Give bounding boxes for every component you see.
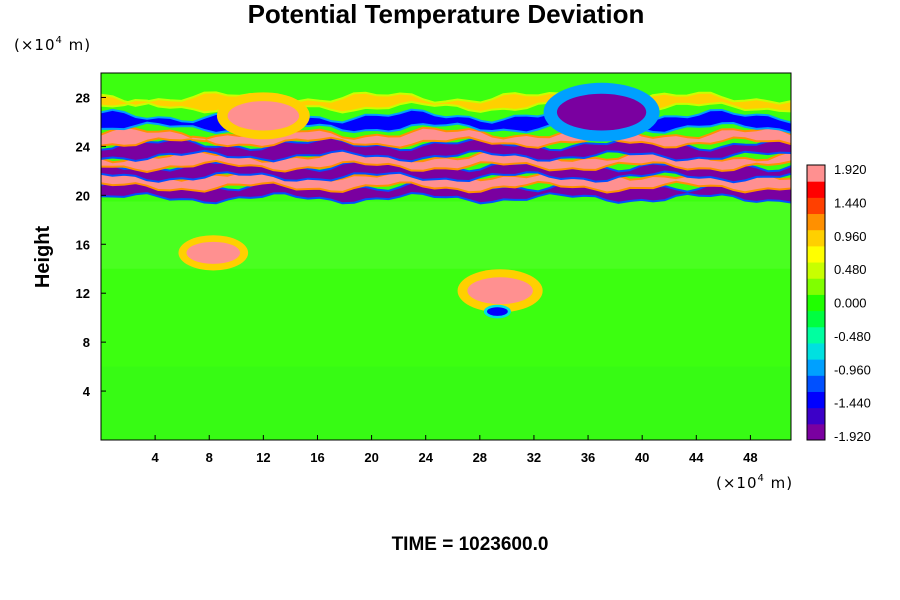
colorbar-swatch [807,181,825,198]
colorbar-tick-label: 0.000 [834,296,867,311]
x-tick-label: 24 [418,450,433,465]
band [101,138,791,161]
colorbar-swatch [807,245,825,263]
x-tick-label: 16 [310,450,324,465]
blob [227,101,300,131]
band [101,159,791,182]
colorbar-tick-label: -0.960 [834,362,871,377]
colorbar-tick-label: -0.480 [834,329,871,344]
field-region-lower [101,366,791,440]
blob [486,307,508,316]
y-tick-label: 12 [76,286,90,301]
y-tick-label: 8 [83,335,90,350]
colorbar-swatch [807,407,825,425]
colorbar-frame [806,164,826,441]
colorbar-swatch [807,165,825,182]
colorbar-tick-label: 0.480 [834,262,867,277]
y-unit-label: (×104 m) [14,35,91,54]
colorbar-swatch [807,310,825,328]
colorbar-swatch [807,391,825,409]
colorbar-swatch [807,262,825,279]
y-tick-label: 24 [76,139,91,154]
x-tick-label: 12 [256,450,270,465]
band [101,150,791,171]
x-tick-label: 32 [527,450,541,465]
chart-title: Potential Temperature Deviation [248,0,645,29]
colorbar-swatch [807,375,825,392]
colorbar-swatch [807,359,825,376]
x-axis: 4 8 12 16 20 24 28 32 36 40 44 48 [152,435,758,465]
y-tick-label: 4 [83,384,91,399]
colorbar-tick-label: 1.920 [834,162,867,177]
y-axis-label: Height [32,226,54,289]
colorbar-tick-label: -1.920 [834,429,871,444]
x-tick-label: 40 [635,450,649,465]
y-tick-label: 28 [76,90,90,105]
colorbar-swatch [807,326,825,344]
colorbar: 1.920 1.440 0.960 0.480 0.000 -0.480 -0.960 -1.… [806,162,871,444]
y-tick-label: 16 [76,237,90,252]
blob [467,277,533,305]
time-label: TIME = 1023600.0 [392,534,549,555]
x-tick-label: 48 [743,450,757,465]
x-tick-label: 28 [473,450,487,465]
x-tick-label: 36 [581,450,595,465]
blob [556,93,647,131]
x-unit-label: (×104 m) [716,473,793,492]
y-tick-label: 20 [76,188,90,203]
colorbar-tick-label: 1.440 [834,195,867,210]
colorbar-swatch [807,197,825,215]
blob [186,241,241,264]
colorbar-tick-label: 0.960 [834,229,867,244]
colorbar-swatch [807,278,825,295]
y-axis: 4 8 12 16 20 24 28 [76,90,106,399]
colorbar-swatch [807,213,825,231]
colorbar-swatch [807,342,825,360]
colorbar-swatch [807,423,825,441]
heatmap-field [101,73,791,440]
x-tick-label: 44 [689,450,704,465]
x-tick-label: 20 [364,450,378,465]
colorbar-swatch [807,229,825,247]
plot-frame [100,72,792,441]
colorbar-tick-label: -1.440 [834,396,871,411]
x-tick-label: 4 [152,450,160,465]
x-tick-label: 8 [206,450,213,465]
colorbar-swatch [807,294,825,312]
